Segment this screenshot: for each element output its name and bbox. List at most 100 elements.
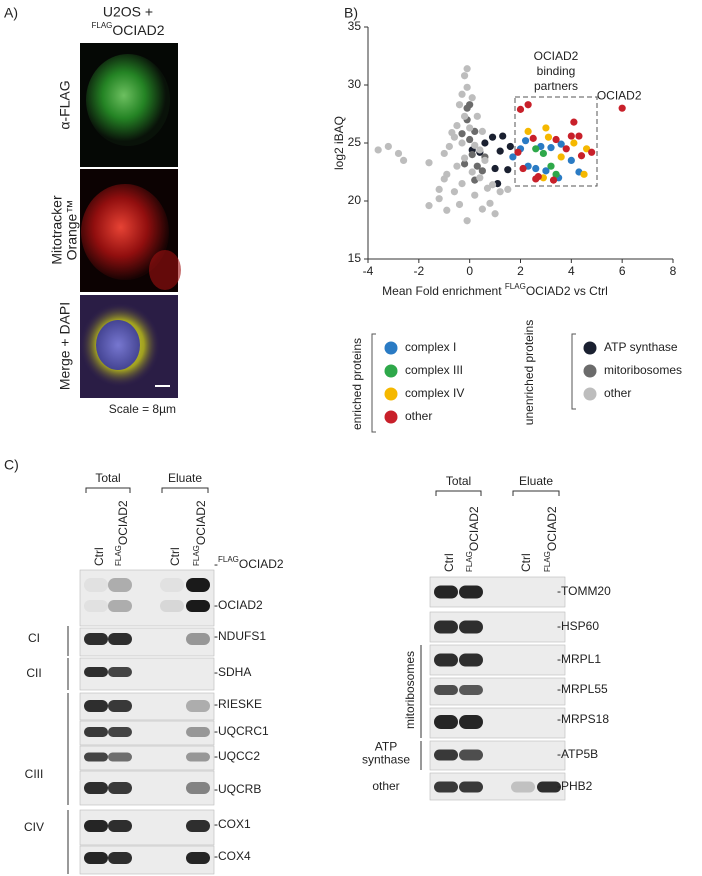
point (458, 180, 466, 188)
blot-header: Total (446, 474, 471, 488)
text-part: -OCIAD2 (214, 598, 263, 612)
band (84, 667, 108, 677)
legend-bracket (371, 333, 376, 433)
point (448, 128, 456, 137)
text-part: OCIAD2 (116, 500, 130, 545)
y-tick-label: 15 (348, 251, 362, 265)
point (532, 164, 540, 173)
point (460, 112, 469, 120)
group-label: CI (28, 631, 40, 645)
legend-swatch (583, 364, 597, 378)
point (384, 142, 392, 151)
point (476, 146, 484, 154)
point (458, 130, 466, 138)
text-part: OCIAD2 vs Ctrl (526, 284, 608, 298)
point (516, 105, 525, 113)
band-label: -HSP60 (557, 619, 599, 633)
legend-label: other (604, 386, 631, 400)
legend-label: complex I (405, 340, 456, 354)
band (186, 752, 210, 762)
text-part: Ctrl (168, 547, 182, 566)
text-part: -PHB2 (557, 779, 593, 793)
text-part: -COX1 (214, 817, 251, 831)
x-tick-label: 6 (619, 264, 626, 278)
band (459, 715, 483, 729)
point (488, 181, 497, 189)
point (521, 137, 530, 145)
legend-bracket (571, 333, 576, 410)
point (478, 167, 486, 175)
band (434, 685, 458, 695)
band (186, 578, 210, 592)
band (186, 782, 210, 794)
point (460, 72, 469, 80)
band (108, 600, 132, 612)
point (562, 145, 570, 153)
point (557, 140, 565, 148)
lane-label: Ctrl (92, 547, 106, 566)
point (524, 101, 532, 109)
legend-label: complex IV (405, 386, 464, 400)
point (504, 185, 512, 193)
band-label: -MRPL55 (557, 682, 608, 696)
box-annotation: binding (537, 64, 576, 78)
text-part: OCIAD2 (467, 506, 481, 551)
point (618, 104, 626, 112)
band-label: -COX1 (214, 817, 251, 831)
point (471, 141, 479, 149)
band (459, 749, 483, 761)
point (570, 139, 578, 147)
point (435, 185, 443, 193)
text-part: OCIAD2 (545, 506, 559, 551)
point (440, 175, 448, 183)
point (539, 149, 547, 158)
band (186, 600, 210, 612)
band-label: -RIESKE (214, 697, 262, 711)
band (108, 578, 132, 592)
lane-label: FLAGOCIAD2 (114, 500, 130, 566)
point (582, 145, 591, 153)
legend-group: unenriched proteins (522, 320, 536, 425)
legend-label: ATP synthase (604, 340, 678, 354)
group-label: mitoribosomes (403, 651, 417, 729)
band (186, 852, 210, 864)
band (459, 620, 483, 634)
x-tick-label: 2 (517, 264, 524, 278)
band (186, 820, 210, 832)
lane-label: FLAGOCIAD2 (192, 500, 208, 566)
lane-label: FLAGOCIAD2 (465, 506, 481, 572)
point (547, 162, 555, 170)
text-part: OCIAD2 (194, 500, 208, 545)
point (394, 149, 403, 158)
band-label: -UQCRB (214, 782, 261, 796)
point (567, 132, 575, 140)
point (552, 170, 560, 178)
legend-group: enriched proteins (350, 338, 364, 430)
point (374, 146, 382, 154)
point (504, 166, 512, 174)
superscript: FLAG (114, 545, 123, 566)
point (506, 142, 514, 151)
superscript: FLAG (91, 21, 112, 30)
band-label: -TOMM20 (557, 584, 611, 598)
superscript: FLAG (192, 545, 201, 566)
text-part: -UQCRC1 (214, 724, 269, 738)
point (544, 133, 553, 141)
text-part: -COX4 (214, 849, 251, 863)
text-part: -MRPS18 (557, 712, 609, 726)
legend-swatch (384, 387, 398, 401)
band (108, 667, 132, 677)
point (443, 206, 451, 214)
band (84, 752, 108, 762)
text-part: Ctrl (519, 553, 533, 572)
image-label: α-FLAG (57, 80, 73, 129)
legend-swatch (583, 341, 597, 355)
band (459, 653, 483, 667)
blot-strip (429, 740, 566, 771)
legend-label: mitoribosomes (604, 363, 682, 377)
text-part: Mean Fold enrichment (382, 284, 505, 298)
lane-label: Ctrl (442, 553, 456, 572)
text-part: Ctrl (92, 547, 106, 566)
text-part: -UQCC2 (214, 749, 260, 763)
